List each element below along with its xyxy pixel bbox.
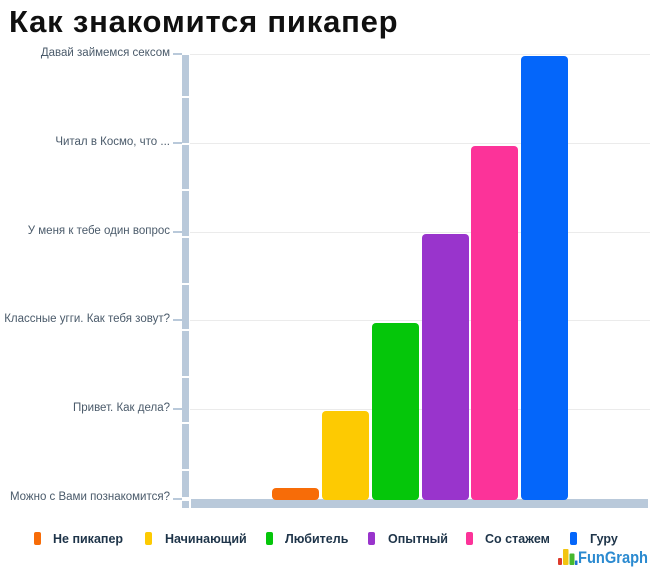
svg-text:FunGraph: FunGraph [578, 549, 648, 567]
